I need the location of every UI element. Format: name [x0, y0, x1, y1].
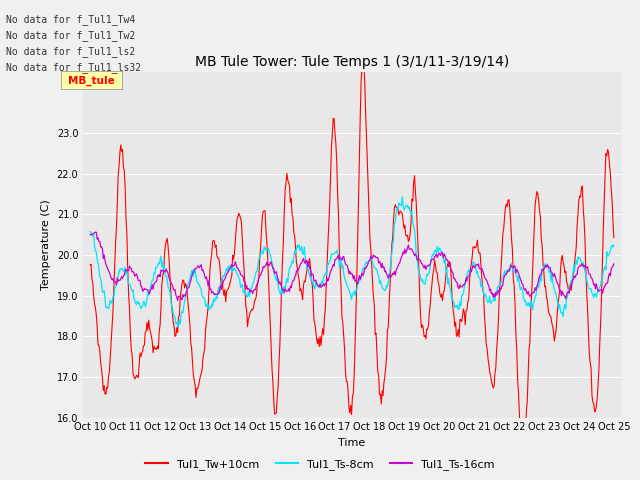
Y-axis label: Temperature (C): Temperature (C): [41, 199, 51, 290]
Title: MB Tule Tower: Tule Temps 1 (3/1/11-3/19/14): MB Tule Tower: Tule Temps 1 (3/1/11-3/19…: [195, 56, 509, 70]
Text: No data for f_Tul1_ls32: No data for f_Tul1_ls32: [6, 62, 141, 73]
Text: No data for f_Tul1_Tw2: No data for f_Tul1_Tw2: [6, 30, 136, 41]
Text: No data for f_Tul1_Tw4: No data for f_Tul1_Tw4: [6, 14, 136, 25]
Text: MB_tule: MB_tule: [68, 75, 115, 86]
Text: No data for f_Tul1_ls2: No data for f_Tul1_ls2: [6, 46, 136, 57]
Legend: Tul1_Tw+10cm, Tul1_Ts-8cm, Tul1_Ts-16cm: Tul1_Tw+10cm, Tul1_Ts-8cm, Tul1_Ts-16cm: [141, 455, 499, 474]
X-axis label: Time: Time: [339, 438, 365, 448]
